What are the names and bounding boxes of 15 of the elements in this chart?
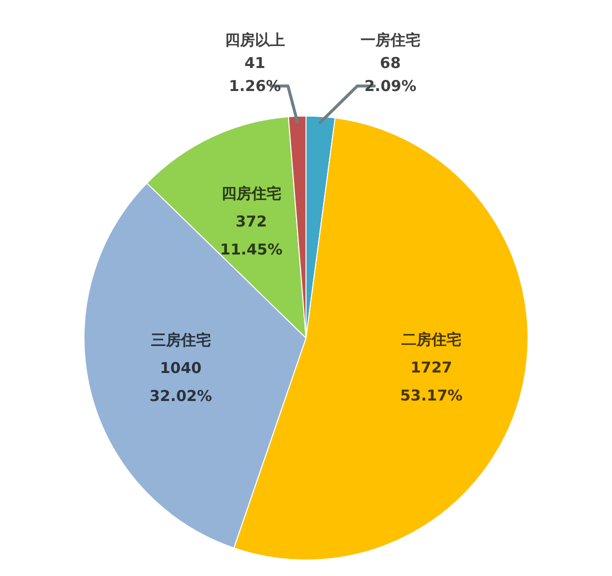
data-label: 1727 [410, 358, 452, 376]
data-label: 41 [244, 54, 266, 72]
slice-label: 三房住宅 [150, 330, 211, 349]
data-label: 372 [236, 212, 267, 230]
text: 11.45% [220, 240, 282, 258]
slice-label: 四房住宅 [221, 184, 282, 202]
text: 2.09% [364, 77, 416, 95]
text: 1.26% [228, 77, 281, 95]
text: 53.17% [400, 386, 463, 404]
data-label: 1040 [160, 358, 202, 377]
slice-label: 一房住宅 [360, 31, 420, 49]
data-label: 68 [380, 54, 401, 72]
text: 32.02% [150, 386, 212, 405]
slice-label: 二房住宅 [401, 330, 462, 348]
slice-label: 四房以上 [224, 31, 285, 49]
